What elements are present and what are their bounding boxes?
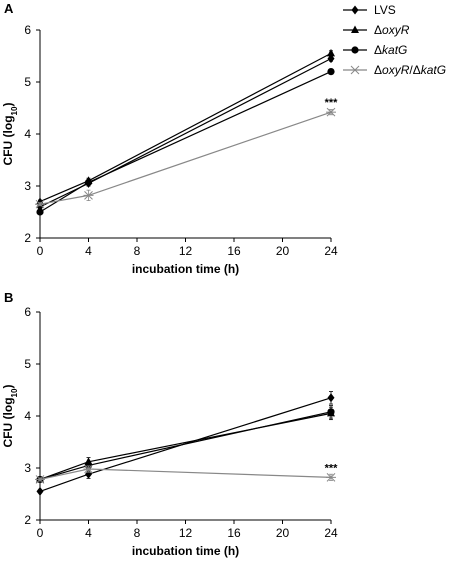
data-point xyxy=(35,475,45,484)
y-tick-label: 6 xyxy=(24,305,31,319)
x-tick-label: 0 xyxy=(37,526,44,540)
y-tick-label: 4 xyxy=(24,127,31,141)
legend-label: ΔoxyR/ΔkatG xyxy=(374,63,446,77)
x-axis-label: incubation time (h) xyxy=(132,544,239,558)
y-tick-label: 6 xyxy=(24,23,31,37)
panel-b: B 2 3 4 5 6 0 4 8 12 16 20 24 incubation time (h) CFU … xyxy=(1,290,338,558)
legend-marker xyxy=(350,65,360,75)
data-point xyxy=(327,48,335,57)
series-line xyxy=(39,111,332,205)
panel-letter: B xyxy=(4,290,13,305)
series-line xyxy=(39,58,332,208)
x-tick-label: 4 xyxy=(85,526,92,540)
x-tick-label: 16 xyxy=(227,526,241,540)
y-tick-label: 3 xyxy=(24,179,31,193)
y-axis-label: CFU (log10) xyxy=(1,103,19,166)
legend-item: LVS xyxy=(343,3,396,17)
y-tick-label: 3 xyxy=(24,461,31,475)
x-axis-label: incubation time (h) xyxy=(132,262,239,276)
data-point xyxy=(326,473,336,482)
data-point xyxy=(327,68,335,76)
data-point xyxy=(36,208,44,216)
x-tick-label: 20 xyxy=(276,526,290,540)
panel-letter: A xyxy=(4,1,14,16)
y-tick-label: 2 xyxy=(24,231,31,245)
series-0 xyxy=(36,391,335,496)
x-tick-label: 8 xyxy=(134,526,141,540)
legend-label: ΔkatG xyxy=(374,43,407,57)
y-axis-label: CFU (log10) xyxy=(1,385,19,448)
data-point xyxy=(327,393,335,403)
legend-marker xyxy=(351,46,359,54)
data-point xyxy=(35,199,45,209)
y-tick-label: 5 xyxy=(24,357,31,371)
data-point xyxy=(326,107,336,117)
data-point xyxy=(83,464,94,474)
significance-annotation: *** xyxy=(325,97,339,109)
data-point xyxy=(83,191,94,200)
x-tick-label: 12 xyxy=(179,244,193,258)
y-tick-label: 2 xyxy=(24,513,31,527)
series-0 xyxy=(36,54,335,212)
significance-annotation: *** xyxy=(325,462,339,474)
legend-item: ΔoxyR/ΔkatG xyxy=(343,63,446,77)
legend-marker xyxy=(351,25,359,33)
series-2 xyxy=(36,68,335,216)
legend-item: ΔoxyR xyxy=(343,23,410,37)
legend-label: ΔoxyR xyxy=(374,23,410,37)
series-line xyxy=(39,397,332,492)
x-tick-label: 4 xyxy=(85,244,92,258)
series-3 xyxy=(35,107,336,209)
x-tick-label: 8 xyxy=(134,244,141,258)
x-tick-label: 20 xyxy=(276,244,290,258)
x-tick-label: 16 xyxy=(227,244,241,258)
x-tick-label: 24 xyxy=(324,244,338,258)
data-point xyxy=(36,486,44,496)
x-tick-label: 24 xyxy=(324,526,338,540)
legend-label: LVS xyxy=(374,3,396,17)
series-2 xyxy=(36,405,335,484)
y-tick-label: 4 xyxy=(24,409,31,423)
data-point xyxy=(84,178,93,186)
panel-a: A 2 3 4 5 6 0 4 8 12 16 20 24 incubation time (h) CFU … xyxy=(1,1,338,276)
series-3 xyxy=(35,464,336,484)
series-line xyxy=(39,468,332,480)
legend: LVS ΔoxyR ΔkatG ΔoxyR/ΔkatG xyxy=(343,3,446,77)
x-tick-label: 0 xyxy=(37,244,44,258)
x-tick-label: 12 xyxy=(179,526,193,540)
data-point xyxy=(327,408,335,416)
legend-item: ΔkatG xyxy=(343,43,407,57)
legend-marker xyxy=(351,5,359,15)
series-line xyxy=(39,71,332,213)
y-tick-label: 5 xyxy=(24,75,31,89)
